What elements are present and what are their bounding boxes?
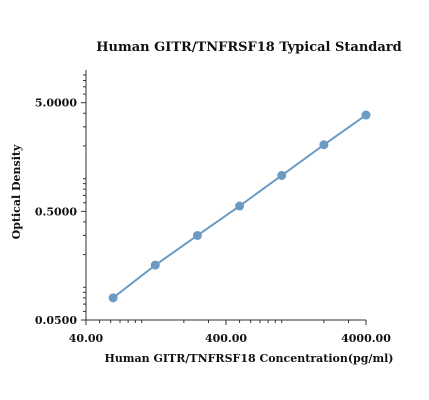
y-axis-label: Optical Density	[10, 144, 23, 239]
data-point	[235, 201, 245, 211]
x-axis-label: Human GITR/TNFRSF18 Concentration(pg/ml)	[105, 352, 394, 365]
series-group	[108, 110, 371, 303]
x-tick-label: 4000.00	[341, 332, 391, 345]
data-point	[277, 170, 287, 180]
data-point	[150, 260, 160, 270]
chart-title: Human GITR/TNFRSF18 Typical Standard	[96, 40, 401, 55]
x-tick-label: 40.00	[69, 332, 104, 345]
data-point	[319, 140, 329, 150]
data-points	[108, 110, 371, 303]
ticks	[81, 74, 367, 325]
y-tick-label: 5.0000	[35, 97, 77, 110]
data-point	[108, 293, 118, 303]
y-tick-label: 0.0500	[35, 314, 77, 327]
x-tick-label: 400.00	[205, 332, 247, 345]
axes	[85, 70, 366, 321]
data-point	[192, 230, 202, 240]
y-tick-label: 0.5000	[35, 205, 77, 218]
tick-labels: 0.0500 0.5000 5.0000 40.00 400.00 4000.00	[35, 97, 391, 345]
data-point	[361, 110, 371, 120]
